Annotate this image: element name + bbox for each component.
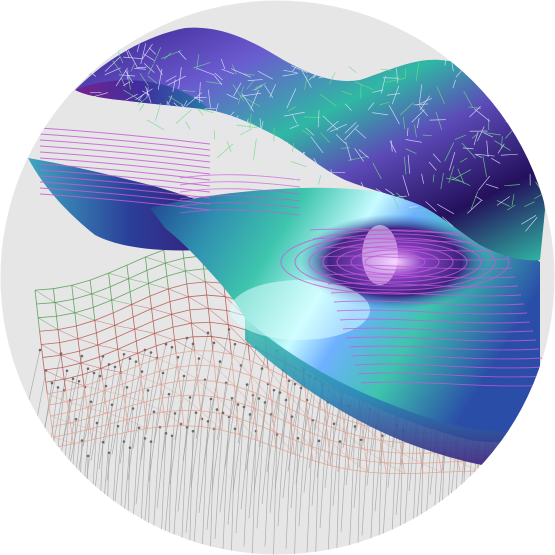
contour-lines	[39, 127, 552, 387]
